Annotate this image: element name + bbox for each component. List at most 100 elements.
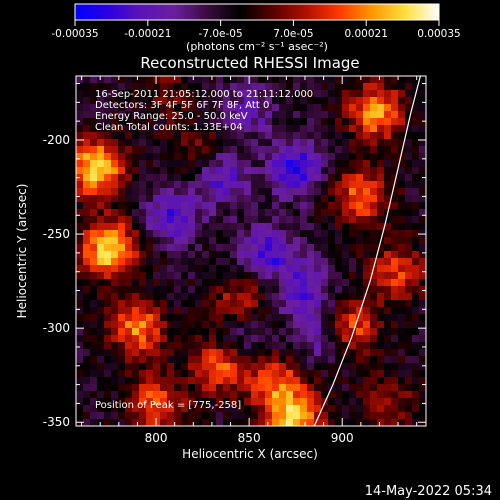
heatmap-cell (398, 153, 406, 161)
heatmap-cell (356, 286, 364, 294)
heatmap-cell (279, 104, 287, 112)
heatmap-cell (412, 412, 420, 420)
heatmap-cell (419, 111, 426, 119)
heatmap-cell (195, 146, 203, 154)
heatmap-cell (419, 328, 426, 336)
heatmap-cell (377, 209, 385, 217)
heatmap-cell (398, 118, 406, 126)
heatmap-cell (76, 160, 84, 168)
heatmap-cell (398, 167, 406, 175)
heatmap-cell (356, 356, 364, 364)
heatmap-cell (237, 251, 245, 259)
heatmap-cell (167, 391, 175, 399)
heatmap-cell (223, 153, 231, 161)
heatmap-cell (349, 384, 357, 392)
heatmap-cell (160, 258, 168, 266)
heatmap-cell (272, 90, 280, 98)
heatmap-cell (230, 118, 238, 126)
heatmap-cell (223, 405, 231, 413)
heatmap-cell (342, 314, 350, 322)
heatmap-cell (251, 132, 259, 140)
heatmap-cell (349, 342, 357, 350)
heatmap-cell (146, 405, 154, 413)
heatmap-cell (356, 209, 364, 217)
heatmap-cell (279, 384, 287, 392)
heatmap-cell (251, 90, 259, 98)
heatmap-cell (132, 272, 140, 280)
heatmap-cell (300, 391, 308, 399)
heatmap-cell (405, 139, 413, 147)
heatmap-cell (335, 258, 343, 266)
heatmap-cell (181, 223, 189, 231)
heatmap-cell (160, 335, 168, 343)
heatmap-cell (342, 146, 350, 154)
heatmap-cell (419, 244, 426, 252)
heatmap-cell (167, 300, 175, 308)
heatmap-cell (244, 412, 252, 420)
heatmap-cell (265, 258, 273, 266)
heatmap-cell (97, 272, 105, 280)
heatmap-cell (363, 251, 371, 259)
heatmap-cell (181, 279, 189, 287)
heatmap-cell (419, 286, 426, 294)
heatmap-cell (286, 125, 294, 133)
heatmap-cell (111, 83, 119, 91)
heatmap-cell (125, 272, 133, 280)
heatmap-cell (118, 363, 126, 371)
heatmap-cell (153, 139, 161, 147)
heatmap-cell (118, 370, 126, 378)
heatmap-cell (377, 356, 385, 364)
heatmap-cell (335, 90, 343, 98)
heatmap-cell (118, 188, 126, 196)
heatmap-cell (132, 132, 140, 140)
heatmap-cell (307, 321, 315, 329)
heatmap-cell (265, 104, 273, 112)
heatmap-cell (223, 216, 231, 224)
heatmap-cell (405, 356, 413, 364)
heatmap-cell (132, 265, 140, 273)
heatmap-cell (328, 293, 336, 301)
heatmap-cell (412, 174, 420, 182)
heatmap-cell (83, 363, 91, 371)
heatmap-cell (412, 419, 420, 426)
heatmap-cell (293, 251, 301, 259)
heatmap-cell (314, 300, 322, 308)
heatmap-cell (300, 244, 308, 252)
heatmap-cell (300, 384, 308, 392)
heatmap-cell (146, 272, 154, 280)
heatmap-cell (342, 328, 350, 336)
heatmap-cell (146, 265, 154, 273)
heatmap-cell (335, 230, 343, 238)
heatmap-cell (335, 321, 343, 329)
heatmap-cell (370, 174, 378, 182)
heatmap-cell (244, 286, 252, 294)
heatmap-cell (216, 104, 224, 112)
heatmap-cell (244, 181, 252, 189)
heatmap-cell (167, 335, 175, 343)
heatmap-cell (237, 335, 245, 343)
heatmap-cell (412, 153, 420, 161)
heatmap-cell (286, 153, 294, 161)
heatmap-cell (195, 279, 203, 287)
heatmap-cell (118, 279, 126, 287)
heatmap-cell (258, 356, 266, 364)
heatmap-cell (405, 265, 413, 273)
heatmap-cell (370, 83, 378, 91)
heatmap-cell (195, 349, 203, 357)
heatmap-cell (83, 251, 91, 259)
heatmap-cell (321, 377, 329, 385)
heatmap-cell (307, 391, 315, 399)
heatmap-cell (209, 328, 217, 336)
heatmap-cell (104, 139, 112, 147)
heatmap-cell (216, 419, 224, 426)
heatmap-cell (258, 412, 266, 420)
heatmap-cell (258, 370, 266, 378)
heatmap-cell (342, 83, 350, 91)
heatmap-cell (328, 307, 336, 315)
heatmap-cell (363, 370, 371, 378)
heatmap-cell (230, 384, 238, 392)
heatmap-cell (370, 153, 378, 161)
heatmap-cell (132, 384, 140, 392)
heatmap-cell (216, 202, 224, 210)
heatmap-cell (139, 174, 147, 182)
